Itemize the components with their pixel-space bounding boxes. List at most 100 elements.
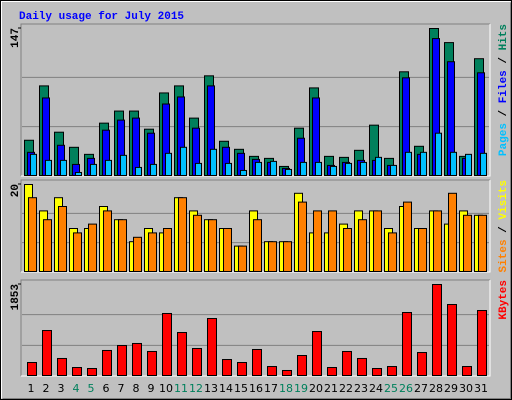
legend-entry: Sites [498, 239, 510, 272]
bar [403, 201, 412, 273]
bar [480, 152, 487, 176]
legend-entry: Visits [498, 180, 510, 220]
bar [58, 206, 67, 272]
bar [313, 210, 322, 272]
x-tick-label: 22 [339, 382, 353, 395]
bar [330, 165, 337, 177]
x-tick-label: 9 [148, 382, 155, 395]
bar [300, 161, 307, 176]
bar [418, 228, 427, 272]
bar [387, 366, 397, 377]
x-tick-label: 14 [219, 382, 233, 395]
bar [270, 160, 277, 177]
legend-entry: Pages [498, 123, 510, 156]
bar [72, 367, 82, 376]
bar [402, 312, 412, 377]
x-tick-label: 21 [324, 382, 338, 395]
bar [447, 304, 457, 376]
bar [162, 312, 172, 377]
bar [417, 352, 427, 377]
bar [373, 210, 382, 272]
x-tick-label: 10 [159, 382, 173, 395]
bar [30, 153, 37, 177]
bar [88, 223, 97, 273]
bar [285, 168, 292, 176]
bar [193, 214, 202, 273]
bar [435, 132, 442, 177]
bar [343, 228, 352, 272]
x-tick-label: 17 [264, 382, 278, 395]
bar [312, 331, 322, 377]
bar [237, 361, 247, 377]
x-tick-label: 5 [88, 382, 95, 395]
x-tick-label: 23 [354, 382, 368, 395]
bar [43, 219, 52, 272]
bar [223, 228, 232, 272]
bar [102, 349, 112, 376]
bar [148, 232, 157, 272]
bar [222, 359, 232, 376]
bar [132, 117, 140, 177]
x-tick-label: 8 [133, 382, 140, 395]
bar [90, 163, 97, 176]
bar [117, 345, 127, 377]
panel-bevel [20, 179, 490, 272]
x-tick-label: 16 [249, 382, 263, 395]
y-max-label: 1853 [10, 284, 22, 311]
legend: Pages / Files / Hits [498, 24, 510, 156]
chart-title: Daily usage for July 2015 [19, 11, 184, 23]
bar [297, 354, 307, 377]
bar [267, 366, 277, 377]
bar [390, 164, 397, 177]
bar [342, 350, 352, 377]
bar [87, 368, 97, 376]
bar [28, 197, 37, 272]
bar [478, 214, 487, 273]
bar [433, 210, 442, 272]
bar [165, 152, 172, 176]
bar [268, 241, 277, 272]
x-tick-label: 1 [28, 382, 35, 395]
bar [345, 162, 352, 176]
x-tick-label: 19 [294, 382, 308, 395]
bar [477, 310, 487, 377]
x-tick-label: 20 [309, 382, 323, 395]
bar [45, 159, 52, 177]
bar [253, 219, 262, 272]
x-tick-label: 13 [204, 382, 218, 395]
bar [462, 366, 472, 377]
bar [73, 232, 82, 272]
legend-entry: Files [498, 70, 510, 103]
bar [405, 151, 412, 176]
bar [327, 367, 337, 376]
bar [178, 197, 187, 272]
bar [372, 368, 382, 376]
bar [357, 357, 367, 376]
bar [240, 169, 247, 176]
bar [375, 156, 382, 176]
bar [358, 219, 367, 272]
bar [360, 161, 367, 176]
bar [463, 214, 472, 273]
panel-bevel [20, 23, 490, 176]
x-tick-label: 26 [399, 382, 413, 395]
x-tick-label: 15 [234, 382, 248, 395]
bar [120, 154, 127, 177]
bar [448, 192, 457, 272]
bar [103, 210, 112, 272]
x-tick-label: 4 [73, 382, 80, 395]
bar [283, 241, 292, 272]
x-tick-label: 2 [43, 382, 50, 395]
bar [388, 232, 397, 272]
bar [282, 369, 292, 376]
bar [210, 148, 217, 177]
bar [163, 228, 172, 272]
bar [298, 201, 307, 273]
bar [150, 163, 157, 176]
bar [450, 151, 457, 176]
bar [465, 153, 472, 177]
y-max-label: 20 [10, 184, 22, 197]
